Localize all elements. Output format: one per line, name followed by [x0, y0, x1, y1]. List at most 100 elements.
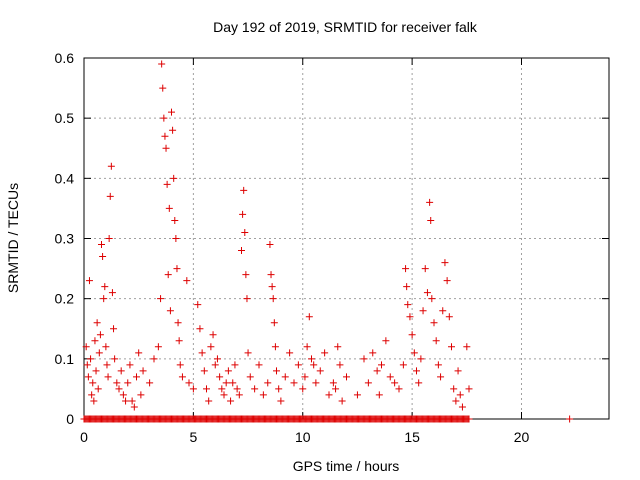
data-point [113, 379, 121, 387]
data-point [290, 379, 298, 387]
data-point [91, 337, 99, 345]
data-point [107, 162, 115, 170]
axis-ticks: 0 0.1 0.2 0.3 0.4 0.5 0.6 0 5 10 15 20 [55, 50, 609, 445]
data-point [270, 319, 278, 327]
data-point [378, 361, 385, 369]
data-point [137, 391, 145, 399]
data-point [399, 361, 407, 369]
data-point [408, 331, 416, 339]
data-point [303, 343, 311, 351]
data-point [448, 343, 455, 351]
data-point [115, 385, 123, 393]
data-point [417, 355, 425, 363]
data-point [122, 397, 130, 405]
x-axis-label: GPS time / hours [293, 458, 400, 474]
data-point [128, 397, 136, 405]
data-point [241, 228, 249, 236]
data-point [89, 379, 97, 387]
data-point [243, 295, 251, 303]
y-axis-label: SRMTID / TECUs [5, 183, 21, 293]
data-point [183, 277, 191, 285]
data-point [310, 361, 318, 369]
data-point [452, 397, 460, 405]
y-tick-label: 0 [66, 411, 74, 427]
data-point [166, 307, 174, 315]
data-point [268, 283, 276, 291]
data-point [218, 385, 226, 393]
data-point [164, 271, 172, 279]
data-point [117, 367, 125, 375]
data-point [233, 385, 241, 393]
data-point [84, 373, 92, 381]
data-point [207, 343, 215, 351]
data-point [95, 349, 103, 357]
data-point [158, 60, 166, 68]
data-point [146, 379, 154, 387]
data-point [430, 319, 438, 327]
data-point [198, 349, 206, 357]
data-point [437, 373, 445, 381]
data-point [421, 265, 429, 273]
data-point [229, 379, 237, 387]
y-tick-label: 0.4 [55, 170, 75, 186]
data-point [463, 343, 471, 351]
data-point [404, 301, 412, 309]
y-tick-label: 0.5 [55, 110, 75, 126]
data-point [224, 367, 232, 375]
data-point [157, 295, 165, 303]
data-point [336, 361, 344, 369]
data-point [213, 355, 221, 363]
data-point [196, 325, 204, 333]
data-point [454, 367, 462, 375]
data-point [465, 385, 473, 393]
data-point [174, 319, 182, 327]
data-point [406, 313, 414, 321]
chart-title: Day 192 of 2019, SRMTID for receiver fal… [213, 19, 478, 35]
data-point [410, 349, 418, 357]
data-point [275, 385, 283, 393]
data-point [170, 174, 178, 182]
data-point [456, 391, 464, 399]
data-point [189, 385, 197, 393]
data-point [87, 355, 95, 363]
data-point [104, 373, 112, 381]
data-point [386, 373, 394, 381]
data-point [160, 114, 168, 122]
data-point [423, 289, 431, 297]
data-point [434, 361, 442, 369]
data-point [269, 295, 277, 303]
data-point [238, 247, 245, 255]
data-point [443, 277, 451, 285]
data-point [364, 379, 372, 387]
data-point [308, 355, 315, 363]
data-point [395, 385, 403, 393]
data-point [419, 307, 427, 315]
data-point [299, 385, 307, 393]
y-tick-label: 0.2 [55, 291, 75, 307]
data-point [205, 397, 213, 405]
data-point [441, 259, 449, 267]
data-point [264, 379, 272, 387]
data-point [353, 391, 361, 399]
data-point [175, 337, 183, 345]
data-point [154, 343, 162, 351]
data-point [135, 349, 143, 357]
data-point [133, 373, 140, 381]
data-point [343, 373, 350, 381]
data-point [108, 289, 116, 297]
x-tick-label: 15 [404, 429, 420, 445]
data-point [403, 283, 411, 291]
data-point [94, 385, 102, 393]
data-point [82, 343, 90, 351]
data-point [251, 385, 259, 393]
data-point [334, 343, 342, 351]
data-point [329, 379, 337, 387]
data-point [246, 373, 254, 381]
x-tick-label: 0 [80, 429, 88, 445]
data-point [294, 361, 302, 369]
data-point [100, 295, 108, 303]
data-point [83, 361, 91, 369]
data-point [126, 361, 134, 369]
data-point [273, 367, 280, 375]
x-tick-label: 10 [295, 429, 311, 445]
